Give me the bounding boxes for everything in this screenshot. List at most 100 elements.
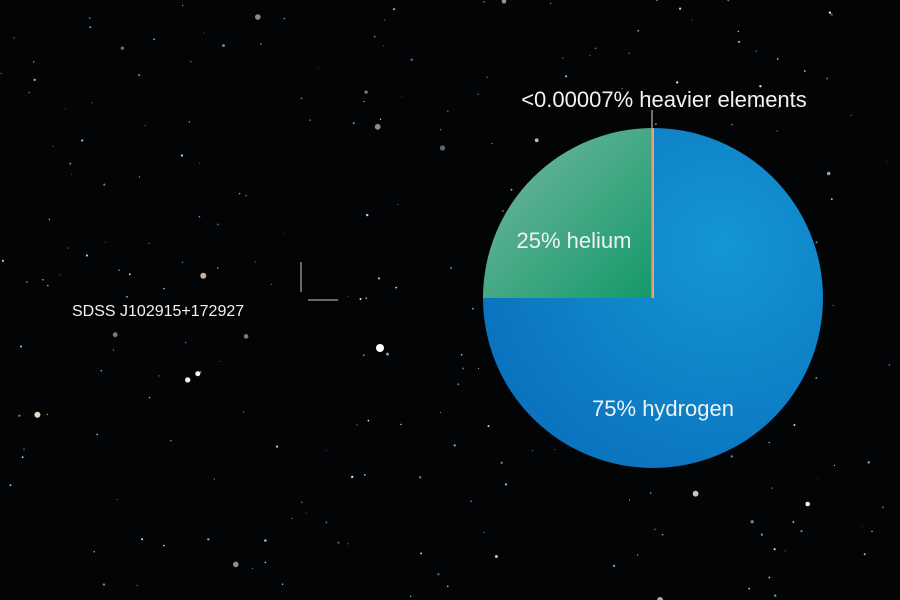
star	[792, 521, 795, 523]
star	[655, 123, 657, 125]
star	[446, 585, 449, 588]
star	[748, 587, 751, 590]
star	[628, 499, 631, 501]
star	[730, 455, 733, 458]
star	[613, 564, 616, 567]
star	[96, 433, 99, 436]
star	[305, 512, 307, 514]
star	[366, 213, 369, 217]
star	[200, 272, 207, 279]
star	[337, 541, 340, 544]
pie-slice-helium	[483, 128, 653, 299]
star	[64, 108, 66, 110]
star	[158, 375, 160, 377]
star	[397, 203, 399, 206]
star	[52, 145, 54, 147]
star	[886, 161, 888, 163]
star	[245, 195, 247, 197]
star	[410, 58, 413, 61]
star	[491, 142, 493, 145]
star	[691, 19, 693, 21]
star	[283, 233, 285, 234]
star	[863, 553, 866, 556]
star	[207, 538, 210, 541]
star	[254, 14, 261, 20]
star	[487, 425, 490, 428]
star	[804, 70, 806, 72]
pie-slice-heavier-elements	[651, 128, 654, 298]
star	[784, 550, 786, 552]
star	[254, 261, 256, 263]
star	[0, 72, 2, 74]
star	[462, 367, 465, 370]
star	[531, 450, 533, 452]
star	[439, 411, 441, 414]
star	[347, 296, 349, 298]
star	[81, 139, 84, 142]
star	[832, 304, 834, 306]
star	[472, 307, 474, 310]
label-hydrogen: 75% hydrogen	[592, 396, 734, 421]
star	[48, 218, 51, 220]
star	[88, 17, 91, 19]
star	[379, 118, 382, 120]
star	[33, 78, 36, 81]
star	[367, 419, 370, 422]
star	[309, 119, 312, 121]
star	[260, 43, 262, 45]
star	[374, 123, 381, 130]
star	[325, 521, 328, 524]
label-helium: 25% helium	[517, 228, 632, 253]
star	[867, 461, 870, 464]
star	[648, 95, 651, 98]
star	[137, 73, 141, 77]
star	[144, 124, 146, 126]
star	[826, 77, 829, 80]
star	[486, 76, 488, 78]
star	[20, 345, 22, 348]
star	[242, 411, 245, 413]
star	[59, 274, 61, 276]
star	[116, 499, 118, 501]
star	[364, 90, 368, 94]
star	[33, 61, 35, 63]
star	[216, 223, 219, 226]
star	[264, 561, 267, 564]
star	[589, 55, 591, 57]
star	[850, 114, 852, 116]
star	[198, 162, 200, 164]
star	[47, 284, 49, 287]
star	[317, 67, 319, 69]
star	[692, 490, 699, 497]
star	[654, 528, 656, 530]
star	[774, 594, 777, 597]
star	[91, 102, 93, 104]
star	[440, 129, 442, 131]
star	[93, 550, 95, 553]
star	[815, 241, 818, 244]
star	[768, 441, 770, 444]
star	[773, 548, 776, 551]
star	[217, 267, 219, 269]
star	[861, 525, 863, 527]
star	[483, 1, 485, 3]
star	[629, 104, 631, 106]
star	[401, 95, 403, 97]
star	[386, 352, 389, 356]
star	[737, 30, 740, 33]
star	[301, 501, 303, 503]
star	[238, 192, 241, 195]
star	[817, 477, 818, 479]
star	[562, 57, 564, 59]
star	[163, 544, 165, 547]
star	[136, 584, 138, 587]
star	[374, 36, 376, 38]
star	[565, 75, 568, 78]
star	[347, 543, 349, 545]
star	[776, 130, 778, 132]
star	[125, 295, 128, 298]
star	[222, 44, 225, 48]
star	[826, 171, 831, 176]
star	[800, 530, 803, 533]
